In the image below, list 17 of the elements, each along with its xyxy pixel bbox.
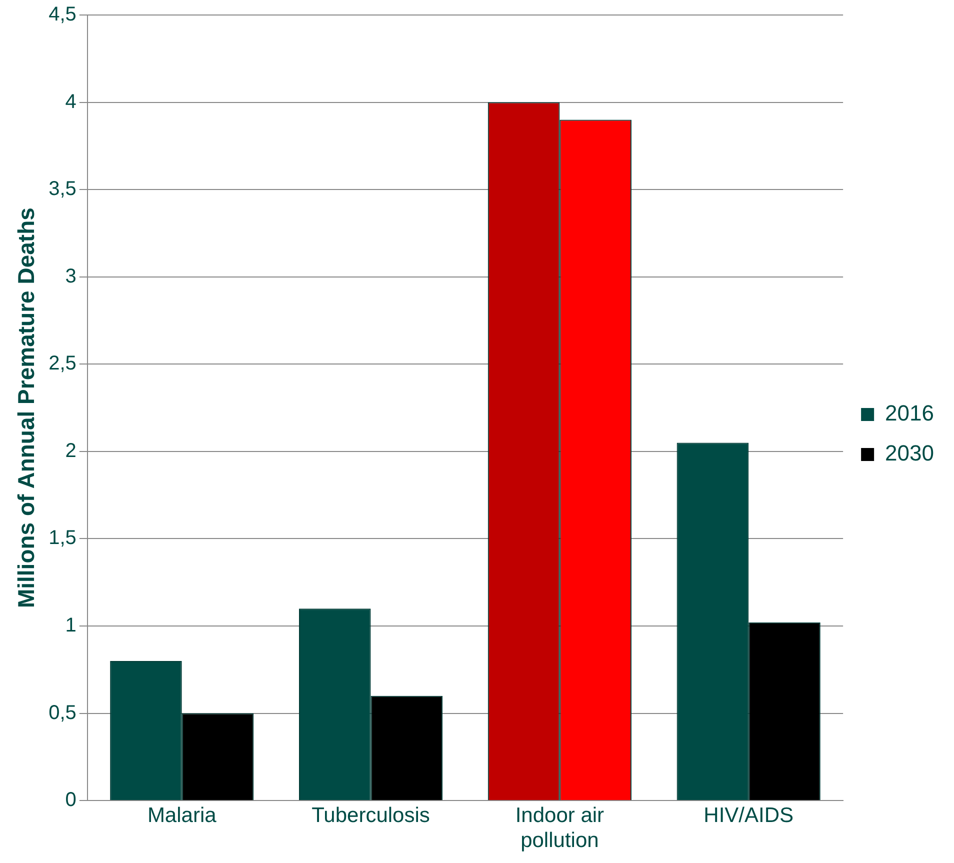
y-tick-label: 2,5 [48,352,76,375]
x-tick-label: Malaria [147,804,217,827]
y-tick-label: 3 [65,265,76,288]
legend-label: 2030 [885,440,934,466]
y-tick-label: 0 [65,789,76,812]
y-tick-label: 2 [65,440,76,462]
y-tick-label: 4 [65,90,76,113]
x-tick-label: Indoor air pollution [515,804,604,852]
y-tick-label: 1 [65,614,76,637]
y-tick-label: 4,5 [48,4,76,26]
y-tick-label: 0,5 [48,702,76,724]
y-axis-title: Millions of Annual Premature Deaths [13,208,40,608]
y-tick-label: 3,5 [48,178,76,200]
y-tick-label: 1,5 [48,527,76,550]
x-tick-label: Tuberculosis [312,804,430,827]
legend-label: 2016 [885,400,934,426]
x-tick-label: HIV/AIDS [704,804,794,827]
